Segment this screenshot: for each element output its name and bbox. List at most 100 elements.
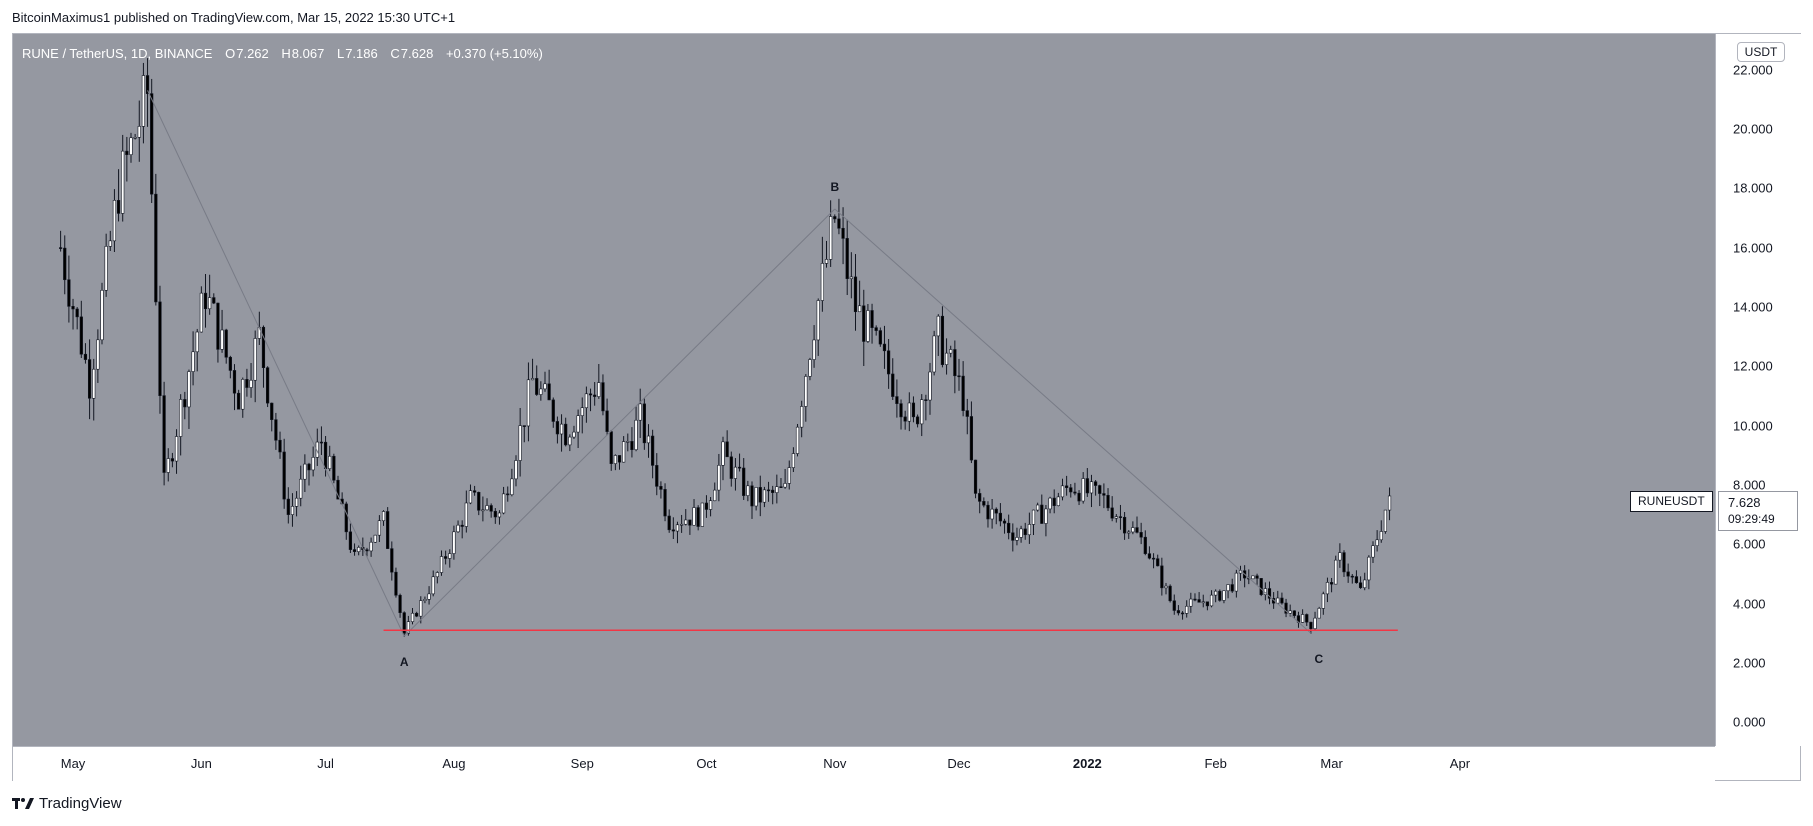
- candle-body: [311, 457, 315, 471]
- candle-body: [626, 441, 630, 443]
- candle-body: [448, 553, 452, 559]
- candle-body: [332, 455, 336, 481]
- candle-body: [59, 247, 63, 249]
- candle-body: [79, 316, 83, 355]
- candle-body: [1151, 557, 1156, 560]
- candle-body: [195, 331, 199, 353]
- candle-body: [642, 403, 646, 444]
- candle-body: [1193, 598, 1197, 601]
- candle-body: [228, 356, 232, 371]
- candle-body: [978, 493, 982, 502]
- candle-body: [336, 479, 340, 500]
- candle-body: [998, 512, 1002, 522]
- candle-body: [1131, 527, 1135, 533]
- candle-body: [684, 519, 688, 525]
- candle-body: [754, 487, 758, 507]
- candle-body: [949, 349, 953, 354]
- tradingview-logo-icon: [12, 797, 34, 809]
- candle-body: [456, 524, 460, 533]
- wave-trendline: [403, 208, 836, 637]
- time-axis[interactable]: [13, 746, 1715, 781]
- wave-trendline: [834, 208, 1312, 634]
- legend-open-label: O: [225, 46, 236, 61]
- candle-body: [928, 371, 932, 401]
- candle-body: [659, 486, 663, 490]
- candle-body: [870, 310, 874, 328]
- candle-body: [737, 466, 742, 469]
- time-tick: Apr: [1449, 756, 1471, 771]
- candle-body: [862, 305, 866, 342]
- time-tick: Feb: [1204, 756, 1227, 771]
- candle-body: [1110, 507, 1114, 519]
- time-tick: May: [60, 756, 86, 771]
- chart-plot-area[interactable]: [13, 34, 1715, 746]
- candle-body: [365, 549, 369, 552]
- candle-body: [551, 399, 555, 422]
- candle-body: [791, 453, 795, 468]
- candle-body: [1321, 593, 1325, 609]
- candle-body: [303, 463, 307, 480]
- candle-body: [622, 441, 626, 463]
- legend-symbol[interactable]: RUNE / TetherUS, 1D, BINANCE: [22, 46, 213, 61]
- candle-body: [1069, 487, 1073, 493]
- candle-body: [323, 441, 328, 469]
- candle-body: [795, 426, 800, 454]
- candle-body: [1036, 504, 1040, 511]
- price-tick: 8.000: [1733, 477, 1766, 493]
- candle-body: [1313, 617, 1317, 629]
- candle-body: [1172, 600, 1176, 611]
- candle-body: [940, 315, 945, 365]
- candle-body: [92, 368, 96, 399]
- candle-body: [274, 419, 278, 441]
- candle-body: [1383, 509, 1388, 532]
- candle-body: [675, 524, 680, 532]
- candle-body: [576, 415, 580, 433]
- legend-low-value: 7.186: [345, 46, 378, 61]
- candle-body: [75, 308, 79, 318]
- candle-body: [667, 515, 671, 531]
- candle-body: [655, 465, 659, 487]
- candle-body: [936, 315, 940, 337]
- candle-body: [1160, 565, 1164, 589]
- candle-body: [733, 466, 738, 479]
- candle-body: [1135, 527, 1139, 533]
- candle-body: [601, 382, 605, 412]
- legend-close-value: 7.628: [400, 46, 434, 61]
- candle-body: [344, 503, 348, 533]
- candle-body: [1102, 493, 1106, 496]
- candle-body: [514, 460, 518, 480]
- candle-body: [493, 510, 497, 518]
- candle-body: [435, 572, 439, 578]
- candle-body: [1201, 601, 1205, 604]
- candle-body: [717, 465, 721, 491]
- candle-body: [373, 534, 377, 543]
- candle-body: [613, 455, 617, 464]
- currency-badge[interactable]: USDT: [1737, 42, 1785, 62]
- candle-body: [282, 451, 286, 500]
- candle-body: [133, 136, 137, 139]
- price-tick: 12.000: [1733, 358, 1773, 374]
- candle-body: [766, 489, 771, 492]
- candle-body: [555, 421, 560, 435]
- candle-body: [617, 455, 622, 463]
- candle-body: [394, 571, 398, 596]
- candle-body: [1325, 582, 1330, 595]
- price-tick: 2.000: [1733, 655, 1766, 671]
- candle-body: [849, 276, 853, 279]
- candle-body: [1139, 532, 1143, 538]
- candle-body: [481, 509, 485, 512]
- candle-body: [506, 493, 510, 496]
- candlestick-chart[interactable]: [13, 34, 1715, 746]
- tradingview-footer[interactable]: TradingView: [12, 795, 122, 812]
- candle-body: [224, 329, 228, 358]
- price-tick: 14.000: [1733, 299, 1773, 315]
- candle-body: [1301, 614, 1305, 623]
- candle-body: [858, 305, 862, 313]
- candle-body: [402, 612, 406, 634]
- price-axis[interactable]: [1715, 34, 1801, 746]
- candle-body: [179, 399, 183, 437]
- candle-body: [468, 490, 473, 504]
- candle-body: [386, 511, 390, 549]
- candle-body: [328, 455, 332, 469]
- candle-body: [547, 383, 551, 401]
